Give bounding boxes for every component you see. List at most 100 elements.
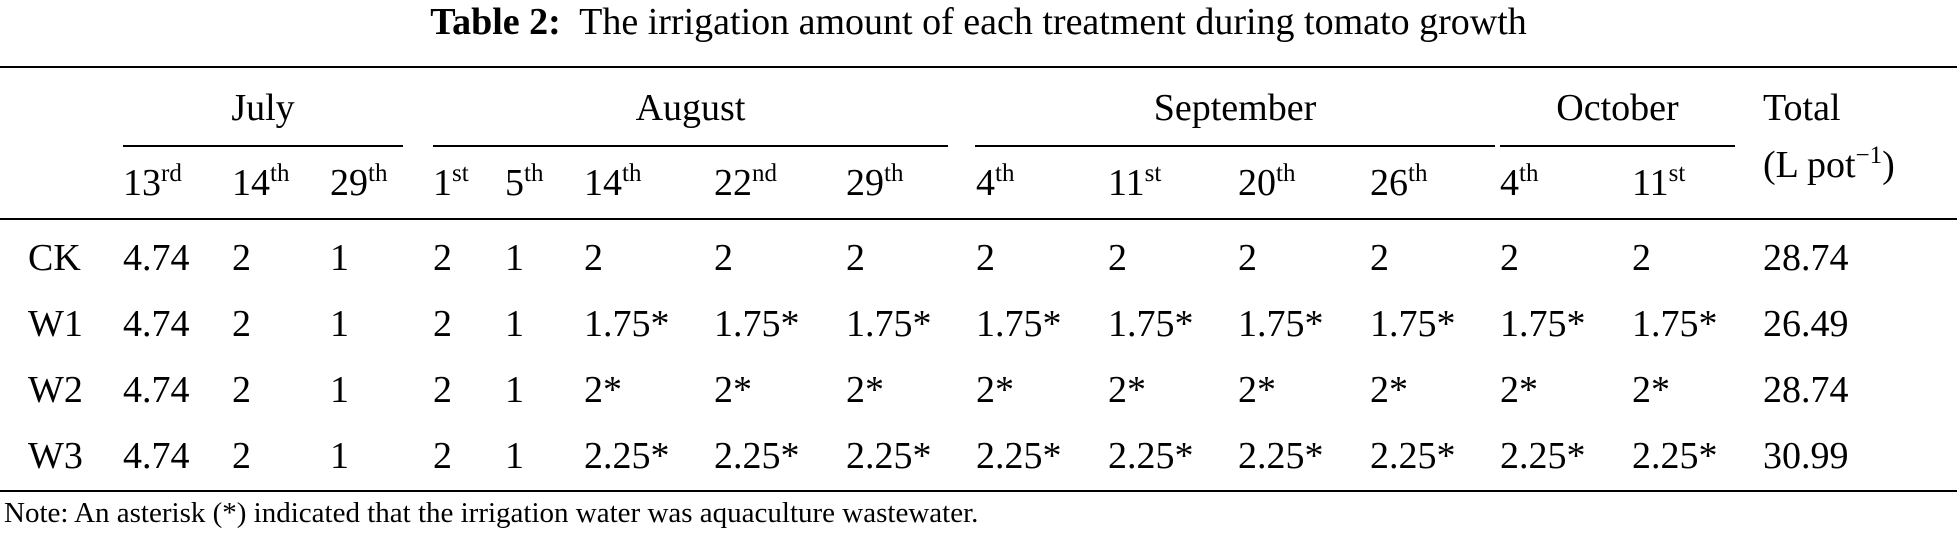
july-rule [123,145,403,147]
table-cell: 2.25* [846,435,932,477]
table-cell: 2 [232,435,251,477]
table-cell: 4.74 [123,369,190,411]
row-total: 26.49 [1763,303,1849,345]
table-cell: 1 [330,237,349,279]
table-cell: 1.75* [1370,303,1456,345]
row-label: W2 [28,369,83,411]
table-cell: 1.75* [1632,303,1718,345]
table-caption: Table 2: The irrigation amount of each t… [0,0,1957,44]
table-cell: 2 [1632,237,1651,279]
date-day: 11 [1632,162,1669,204]
date-header: 22nd [714,161,777,205]
date-suffix: th [1519,160,1539,187]
date-day: 1 [433,162,452,204]
table-cell: 1.75* [846,303,932,345]
table-cell: 1 [330,369,349,411]
table-cell: 4.74 [123,237,190,279]
table-cell: 2 [433,435,452,477]
table-cell: 2 [1500,237,1519,279]
table-cell: 2 [232,303,251,345]
table-cell: 2* [1500,369,1538,411]
table-cell: 1 [330,303,349,345]
table-cell: 2* [1238,369,1276,411]
table-cell: 2.25* [1108,435,1194,477]
date-suffix: st [1668,160,1686,187]
total-unit-exponent: −1 [1855,142,1883,169]
total-header-line1: Total [1763,87,1841,129]
row-label: CK [28,237,81,279]
total-unit-suffix: ) [1882,144,1895,186]
date-day: 14 [232,162,270,204]
table-cell: 2 [976,237,995,279]
table-cell: 2* [1370,369,1408,411]
table-cell: 2.25* [1500,435,1586,477]
mid-rule [0,218,1957,220]
caption-text: The irrigation amount of each treatment … [579,1,1527,43]
month-july: July [231,87,295,129]
date-suffix: th [995,160,1015,187]
august-rule [433,145,948,147]
table-cell: 2 [433,237,452,279]
date-day: 29 [330,162,368,204]
date-header: 4th [976,161,1014,205]
table-cell: 2 [232,369,251,411]
date-day: 14 [584,162,622,204]
date-suffix: th [524,160,544,187]
date-header: 4th [1500,161,1538,205]
table-cell: 2 [584,237,603,279]
date-suffix: th [1276,160,1296,187]
table-cell: 4.74 [123,303,190,345]
table-cell: 1 [505,369,524,411]
date-day: 4 [976,162,995,204]
date-suffix: th [1408,160,1428,187]
table-cell: 1.75* [1500,303,1586,345]
date-header: 14th [232,161,289,205]
table-cell: 1 [505,237,524,279]
date-day: 5 [505,162,524,204]
date-suffix: rd [161,160,182,187]
table-cell: 2* [1108,369,1146,411]
caption-label: Table 2: [430,1,561,43]
table-cell: 2 [232,237,251,279]
row-total: 28.74 [1763,237,1849,279]
table-cell: 2 [1108,237,1127,279]
row-total: 28.74 [1763,369,1849,411]
date-header: 5th [505,161,543,205]
date-suffix: th [884,160,904,187]
table-cell: 2 [1370,237,1389,279]
table-cell: 1.75* [1238,303,1324,345]
table-cell: 2 [846,237,865,279]
date-header: 1st [433,161,469,205]
date-header: 13rd [123,161,182,205]
table-cell: 2.25* [714,435,800,477]
table-cell: 1.75* [976,303,1062,345]
bottom-rule [0,490,1957,492]
date-day: 4 [1500,162,1519,204]
table-cell: 2 [1238,237,1257,279]
table-cell: 2.25* [976,435,1062,477]
row-label: W3 [28,435,83,477]
table-cell: 2 [714,237,733,279]
date-suffix: nd [752,160,777,187]
october-rule [1500,145,1735,147]
table-cell: 2* [1632,369,1670,411]
date-suffix: th [270,160,290,187]
month-august: August [635,87,746,129]
table-cell: 1.75* [584,303,670,345]
row-label: W1 [28,303,83,345]
table-cell: 1 [330,435,349,477]
date-day: 29 [846,162,884,204]
date-header: 29th [846,161,903,205]
top-rule [0,66,1957,68]
date-suffix: st [452,160,469,187]
date-header: 26th [1370,161,1427,205]
date-header: 11st [1632,161,1685,205]
date-header: 29th [330,161,387,205]
table-cell: 2.25* [584,435,670,477]
table-cell: 1 [505,435,524,477]
table-cell: 2* [846,369,884,411]
table-cell: 2* [976,369,1014,411]
date-day: 22 [714,162,752,204]
table-cell: 2* [714,369,752,411]
table-cell: 2 [433,369,452,411]
